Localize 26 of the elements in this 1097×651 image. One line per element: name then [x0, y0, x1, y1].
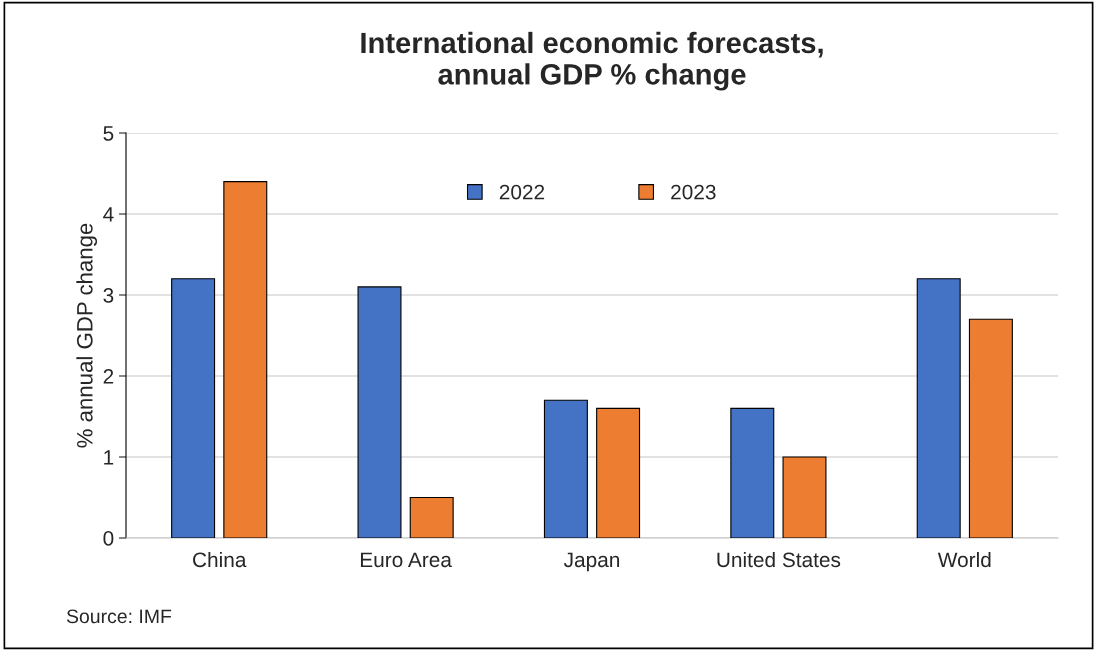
y-tick-label: 0 [103, 531, 114, 546]
bar [968, 318, 1013, 538]
x-tick-label: United States [717, 551, 841, 568]
x-tick-label: China [193, 551, 247, 568]
y-tick-label: 1 [104, 450, 114, 465]
bar [782, 456, 827, 538]
bar [730, 407, 775, 538]
legend-label: 2023 [671, 184, 716, 200]
legend-label: 2022 [499, 184, 545, 200]
bar [223, 181, 268, 538]
y-tick-label: 5 [103, 126, 114, 141]
x-tick-label: World [937, 551, 991, 568]
y-tick-label: 4 [103, 207, 114, 222]
bar [543, 399, 588, 538]
bar [357, 286, 402, 538]
x-tick-label: Euro Area [360, 552, 452, 568]
y-tick-label: 2 [103, 369, 114, 384]
source-note: Source: IMF [66, 609, 172, 624]
y-axis-title: % annual GDP change [76, 223, 98, 448]
bar [916, 278, 961, 538]
bar [409, 496, 454, 538]
bar [171, 278, 216, 538]
chart-title: International economic forecasts, annual GDP % change [361, 31, 823, 91]
y-tick-label: 3 [103, 288, 114, 303]
bar [596, 407, 641, 538]
x-tick-label: Japan [563, 552, 620, 572]
